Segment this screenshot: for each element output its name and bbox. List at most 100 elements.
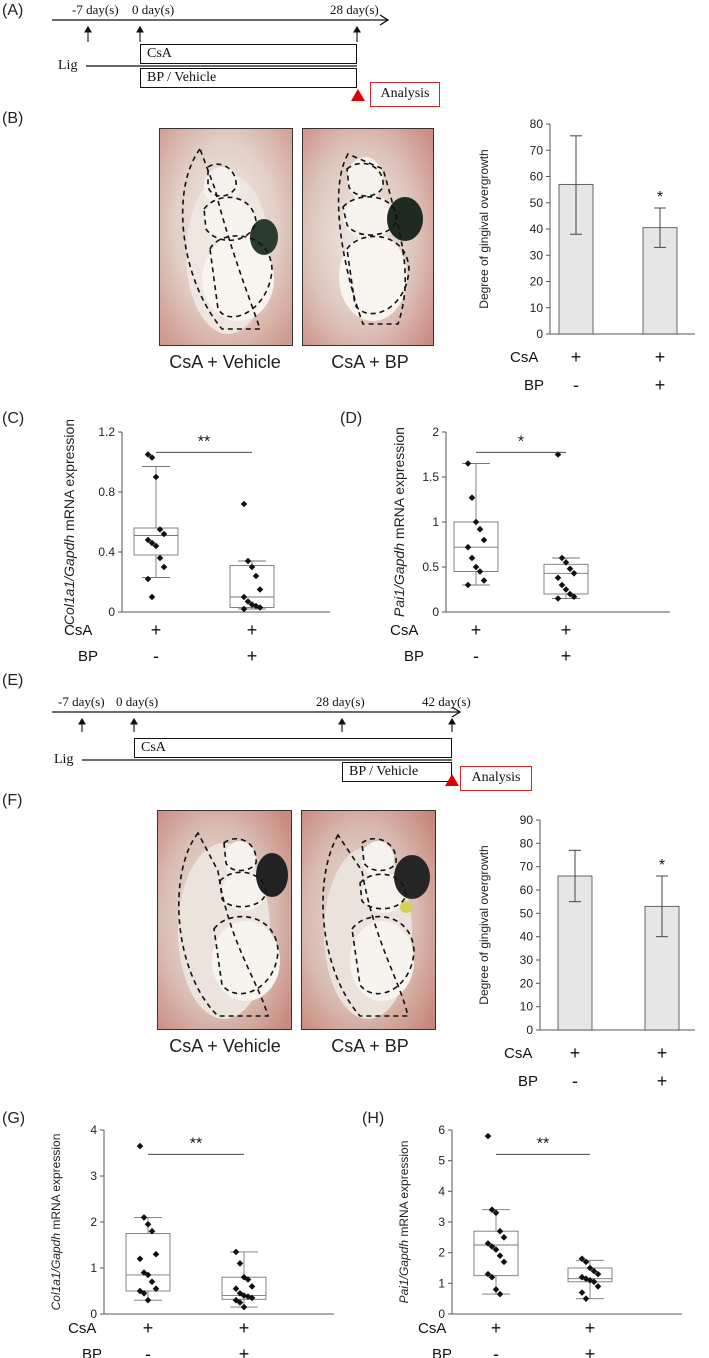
chart-C-point-0-1 xyxy=(148,454,156,461)
timeline-e-tick-28: 28 day(s) xyxy=(316,694,365,709)
chart-D-point-0-0 xyxy=(464,460,472,467)
chart-H-point-1-11 xyxy=(582,1295,590,1302)
chart-F-significance: * xyxy=(659,857,665,874)
chart-D-ytick-label-0: 0 xyxy=(432,605,439,619)
chart-d: 0 0.5 1 1.5 2 Pai1/Gapdh mRNA expression CsA BP… xyxy=(390,425,670,666)
panel-label-c: (C) xyxy=(2,410,25,427)
chart-F-csa-sign-1: + xyxy=(657,1043,668,1063)
caption-f-vehicle: CsA + Vehicle xyxy=(169,1036,281,1056)
chart-C-row-bp-label: BP xyxy=(78,648,98,665)
chart-G-ytick-label-4: 4 xyxy=(90,1123,97,1137)
chart-H-ylabel-gene: Pai1/Gapdh xyxy=(397,1240,411,1304)
chart-b: 0 10 20 30 40 50 60 70 80 Degree of gingival over… xyxy=(477,117,695,395)
chart-F-ytick-label-8: 80 xyxy=(520,836,534,850)
chart-C-point-0-8 xyxy=(156,554,164,562)
panel-label-f: (F) xyxy=(2,792,23,809)
chart-D-ylabel: Pai1/Gapdh mRNA expression xyxy=(391,427,407,617)
chart-C-point-0-3 xyxy=(156,526,164,533)
chart-H-ylabel: Pai1/Gapdh mRNA expression xyxy=(397,1141,411,1304)
chart-C-significance: ** xyxy=(198,433,210,450)
chart-G-point-1-9 xyxy=(248,1294,256,1302)
panel-label-e: (E) xyxy=(2,672,24,689)
chart-G-ytick-label-0: 0 xyxy=(90,1307,97,1321)
photo-b-bp xyxy=(302,128,434,346)
chart-F-ytick-label-5: 50 xyxy=(520,906,534,920)
chart-D-point-1-1 xyxy=(558,554,566,562)
chart-H-ytick-label-4: 4 xyxy=(438,1184,445,1198)
chart-D-point-1-9 xyxy=(570,593,578,600)
chart-G-point-0-2 xyxy=(144,1221,152,1228)
chart-H-point-0-0 xyxy=(484,1132,492,1140)
chart-C-point-1-3 xyxy=(252,572,260,580)
chart-F-ytick-label-3: 30 xyxy=(520,953,534,967)
timeline-a-analysis-triangle-icon xyxy=(351,89,365,101)
chart-H-point-0-10 xyxy=(484,1270,492,1278)
chart-H-point-1-10 xyxy=(578,1289,586,1296)
chart-H-ytick-label-5: 5 xyxy=(438,1154,445,1168)
chart-C-ylabel-gene: Col1a1/Gapdh xyxy=(61,535,77,626)
chart-C-ylabel: Col1a1/Gapdh mRNA expression xyxy=(61,420,77,625)
photo-f-bp-image xyxy=(302,811,435,1029)
chart-H-bp-sign-0: - xyxy=(493,1344,499,1358)
timeline-a-tick-minus7: -7 day(s) xyxy=(72,2,119,17)
timeline-a-tick-28: 28 day(s) xyxy=(330,2,379,17)
chart-H-point-1-4 xyxy=(594,1270,602,1278)
chart-G-point-1-5 xyxy=(232,1285,240,1292)
chart-C-point-0-9 xyxy=(160,563,168,571)
chart-H-ytick-label-1: 1 xyxy=(438,1276,445,1290)
chart-C-point-1-10 xyxy=(240,605,248,613)
chart-G-point-1-12 xyxy=(240,1303,248,1311)
chart-F-ytick-label-0: 0 xyxy=(526,1023,533,1037)
timeline-e-tick-0: 0 day(s) xyxy=(116,694,159,709)
chart-D-ylabel-gene: Pai1/Gapdh xyxy=(391,543,407,617)
chart-G-ylabel-unit: mRNA expression xyxy=(49,1134,63,1233)
chart-C-ylabel-unit: mRNA expression xyxy=(61,420,77,535)
chart-C-point-0-0 xyxy=(144,451,152,458)
chart-H-point-1-2 xyxy=(586,1264,594,1272)
chart-H-point-0-5 xyxy=(484,1240,492,1247)
chart-G-point-1-1 xyxy=(236,1260,244,1267)
chart-G-ylabel: Col1a1/Gapdh mRNA expression xyxy=(49,1134,63,1311)
chart-H-point-0-7 xyxy=(492,1246,500,1253)
chart-D-ylabel-unit: mRNA expression xyxy=(391,427,407,543)
chart-G-point-0-4 xyxy=(152,1250,160,1258)
chart-H-significance: ** xyxy=(537,1135,549,1152)
chart-B-csa-sign-1: + xyxy=(655,347,666,367)
chart-H-point-0-3 xyxy=(496,1227,504,1235)
timeline-e-csa-box: CsA xyxy=(134,738,452,758)
chart-C-ytick-label-2: 0.8 xyxy=(98,485,115,499)
chart-C-point-1-5 xyxy=(240,593,248,601)
chart-B-csa-sign-0: + xyxy=(571,347,582,367)
timeline-e-lig-label: Lig xyxy=(54,752,74,767)
chart-B-ytick-label-5: 50 xyxy=(530,196,544,210)
chart-g: 0 1 2 3 4 Col1a1/Gapdh mRNA expression CsA BP + -… xyxy=(49,1123,334,1358)
chart-H-ytick-label-0: 0 xyxy=(438,1307,445,1321)
chart-G-point-1-4 xyxy=(248,1283,256,1290)
chart-C-point-1-0 xyxy=(240,500,248,508)
timeline-a-bp-box: BP / Vehicle xyxy=(140,68,357,88)
chart-D-ytick-label-2: 1 xyxy=(432,515,439,529)
timeline-a-lig-label: Lig xyxy=(58,58,78,73)
timeline-e-analysis-box: Analysis xyxy=(460,766,532,791)
chart-B-bp-sign-1: + xyxy=(655,375,666,395)
chart-H-bp-sign-1: + xyxy=(585,1344,596,1358)
chart-D-point-0-3 xyxy=(476,525,484,533)
photo-b-vehicle xyxy=(159,128,293,346)
chart-G-significance: ** xyxy=(190,1135,202,1152)
timeline-e-lines xyxy=(52,706,462,761)
chart-F-bp-sign-0: - xyxy=(572,1071,578,1091)
chart-H-point-1-1 xyxy=(582,1258,590,1266)
timeline-a: -7 day(s) 0 day(s) 28 day(s) Lig CsA BP … xyxy=(0,0,709,110)
chart-D-ytick-label-4: 2 xyxy=(432,425,439,439)
chart-D-point-1-5 xyxy=(554,574,562,582)
chart-D-point-0-8 xyxy=(476,568,484,575)
chart-D-point-1-2 xyxy=(562,559,570,566)
timeline-e-bp-box: BP / Vehicle xyxy=(342,762,452,782)
chart-B-ytick-label-8: 80 xyxy=(530,117,544,131)
chart-G-point-0-12 xyxy=(144,1296,152,1304)
chart-C-ytick-label-0: 0 xyxy=(108,605,115,619)
chart-G-ytick-label-1: 1 xyxy=(90,1261,97,1275)
photo-f-vehicle xyxy=(157,810,292,1030)
chart-f: 0 10 20 30 40 50 60 70 80 90 Degree of gingival ov… xyxy=(477,813,695,1091)
chart-H-point-0-9 xyxy=(500,1258,508,1266)
